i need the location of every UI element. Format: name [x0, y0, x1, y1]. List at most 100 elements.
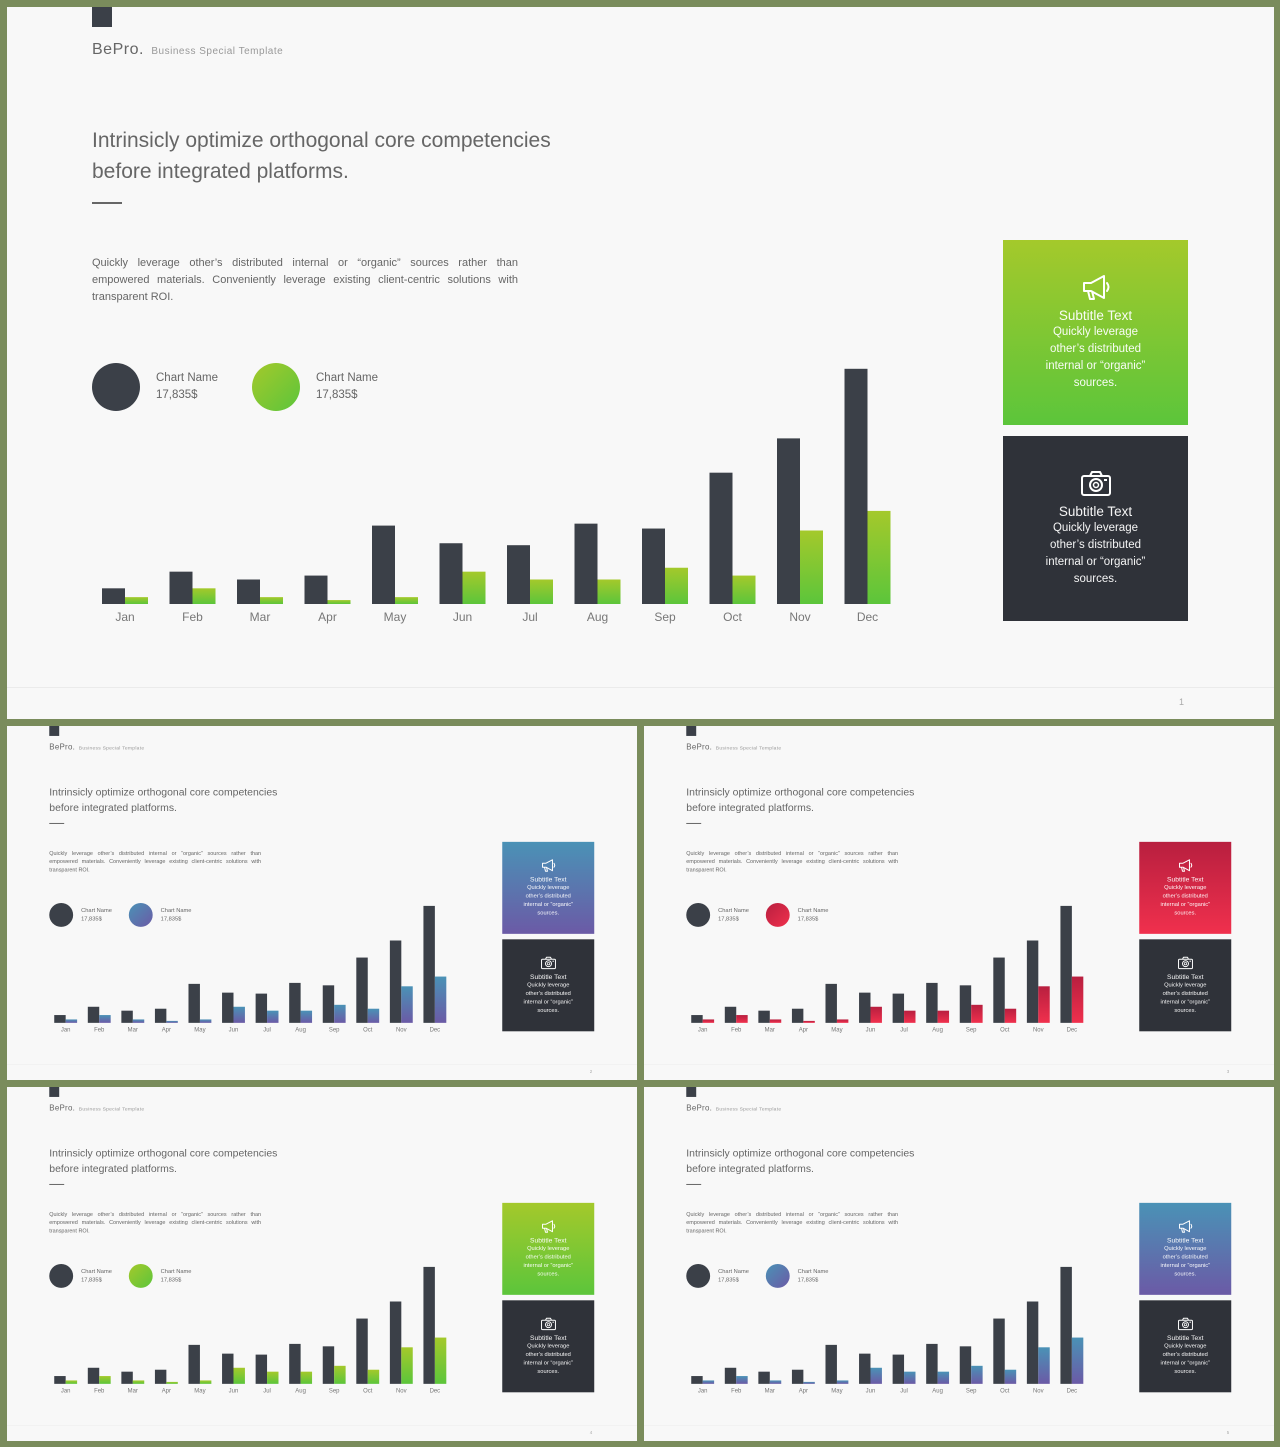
bar-series-1-may — [188, 983, 200, 1023]
x-tick-label: Jul — [263, 1027, 271, 1033]
legend-value: 17,835$ — [156, 389, 198, 401]
bar-series-1-mar — [758, 1010, 770, 1023]
bar-series-2-dec — [1071, 976, 1084, 1023]
bar-series-2-sep — [665, 567, 688, 604]
bar-series-2-may — [199, 1380, 212, 1384]
bar-series-1-aug — [289, 982, 301, 1023]
slide-paragraph: Quickly leverage other’s distributed int… — [92, 257, 518, 303]
bar-series-2-jul — [267, 1010, 279, 1023]
card-body: Quickly leverage other’s distributed int… — [1160, 982, 1211, 1014]
x-tick-label: Jun — [229, 1388, 239, 1394]
slide-paragraph: Quickly leverage other’s distributed int… — [686, 1211, 899, 1235]
legend-name: Chart Name — [797, 907, 829, 914]
bar-series-1-jan — [102, 588, 125, 604]
legend-dot-series-2 — [128, 1264, 153, 1288]
legend-name: Chart Name — [81, 1268, 112, 1275]
slide-4[interactable]: BePro. Business Special Template Intrins… — [7, 1087, 637, 1441]
legend-item-series-2: Chart Name 17,835$ — [128, 1264, 191, 1288]
x-tick-label: Jun — [866, 1027, 876, 1033]
bar-series-1-jul — [892, 993, 905, 1023]
slide-headline: Intrinsicly optimize orthogonal core com… — [686, 786, 915, 814]
legend-item-series-2: Chart Name 17,835$ — [765, 903, 829, 927]
x-tick-label: Aug — [295, 1388, 306, 1394]
bar-series-2-nov — [1038, 1347, 1050, 1384]
x-tick-label: Feb — [94, 1388, 105, 1394]
legend-dot-series-2 — [765, 1264, 790, 1288]
x-tick-label: Feb — [731, 1027, 742, 1033]
camera-icon — [1177, 1317, 1193, 1331]
x-tick-label: Nov — [1033, 1388, 1044, 1394]
footer-divider — [7, 687, 1274, 688]
info-card-accent: Subtitle Text Quickly leverage other’s d… — [1139, 841, 1232, 934]
legend-value: 17,835$ — [797, 915, 819, 922]
page-number: 3 — [1226, 1069, 1230, 1075]
bar-series-1-dec — [1060, 905, 1072, 1023]
bar-series-1-feb — [169, 571, 193, 604]
legend-item-series-1: Chart Name 17,835$ — [49, 1264, 112, 1288]
legend-dot-series-2 — [252, 363, 300, 411]
bar-series-2-apr — [166, 1381, 178, 1384]
x-tick-label: Sep — [329, 1027, 340, 1033]
brand: BePro. Business Special Template — [92, 41, 283, 59]
bar-series-1-jun — [859, 992, 871, 1023]
megaphone-icon — [1082, 275, 1109, 300]
x-tick-label: May — [831, 1027, 842, 1033]
monthly-bar-chart: Jan Feb Mar Apr May Jun Jul Aug Sep Oct Nov Dec — [102, 368, 891, 624]
bar-series-2-jun — [233, 1367, 245, 1384]
bar-series-1-jun — [222, 1353, 234, 1384]
x-tick-label: Aug — [295, 1027, 306, 1033]
camera-icon — [540, 1317, 556, 1331]
bar-series-2-aug — [937, 1371, 950, 1384]
brand-name: BePro. — [49, 1103, 76, 1113]
x-tick-label: Sep — [966, 1027, 977, 1033]
x-tick-label: Aug — [932, 1388, 943, 1394]
x-tick-label: Jun — [229, 1027, 239, 1033]
bar-series-1-jul — [255, 993, 268, 1023]
card-body: Quickly leverage other’s distributed int… — [523, 1245, 574, 1277]
bar-series-1-sep — [322, 985, 335, 1023]
slide-2[interactable]: BePro. Business Special Template Intrins… — [7, 726, 637, 1080]
x-tick-label: Dec — [857, 610, 878, 624]
page-number: 5 — [1226, 1430, 1230, 1436]
legend-item-series-1: Chart Name 17,835$ — [686, 903, 749, 927]
brand-mark — [49, 726, 60, 736]
bar-series-1-jul — [507, 545, 530, 604]
info-card-accent: Subtitle Text Quickly leverage other’s d… — [502, 1202, 595, 1295]
x-tick-label: Mar — [765, 1027, 775, 1033]
bar-series-2-oct — [367, 1369, 380, 1384]
monthly-bar-chart: Jan Feb Mar Apr May Jun Jul Aug Sep Oct Nov Dec — [691, 905, 1084, 1033]
slide-3[interactable]: BePro. Business Special Template Intrins… — [644, 726, 1274, 1080]
bar-series-1-apr — [791, 1369, 804, 1384]
brand-mark — [686, 726, 697, 736]
headline-divider — [92, 202, 122, 204]
x-tick-label: Jan — [61, 1027, 71, 1033]
x-tick-label: Nov — [396, 1027, 407, 1033]
bar-series-1-apr — [154, 1008, 167, 1023]
megaphone-icon — [541, 859, 555, 872]
x-tick-label: Sep — [966, 1388, 977, 1394]
legend-name: Chart Name — [81, 907, 112, 914]
bar-series-2-sep — [971, 1365, 983, 1384]
monthly-bar-chart: Jan Feb Mar Apr May Jun Jul Aug Sep Oct Nov Dec — [54, 1266, 447, 1394]
slide-5[interactable]: BePro. Business Special Template Intrins… — [644, 1087, 1274, 1441]
brand-tagline: Business Special Template — [715, 1106, 782, 1112]
bar-series-1-sep — [642, 528, 665, 604]
bar-series-2-mar — [132, 1019, 145, 1023]
info-card-accent: Subtitle Text Quickly leverage other’s d… — [1139, 1202, 1232, 1295]
bar-series-1-sep — [959, 1346, 972, 1384]
legend-name: Chart Name — [160, 907, 192, 914]
bar-series-2-mar — [132, 1380, 145, 1384]
brand-mark — [49, 1087, 60, 1097]
info-card-dark: Subtitle Text Quickly leverage other’s d… — [1139, 939, 1232, 1032]
brand-name: BePro. — [686, 1103, 713, 1113]
bar-series-1-apr — [154, 1369, 167, 1384]
slide-paragraph: Quickly leverage other’s distributed int… — [686, 850, 899, 874]
legend-dot-series-1 — [49, 903, 74, 927]
slide-1[interactable]: BePro. Business Special Template Intrins… — [7, 7, 1274, 719]
x-tick-label: Oct — [1000, 1388, 1010, 1394]
bar-series-2-aug — [597, 579, 621, 604]
card-title: Subtitle Text — [530, 875, 567, 884]
bar-series-2-feb — [99, 1376, 111, 1384]
brand-tagline: Business Special Template — [715, 745, 782, 751]
bar-series-2-may — [836, 1019, 849, 1023]
